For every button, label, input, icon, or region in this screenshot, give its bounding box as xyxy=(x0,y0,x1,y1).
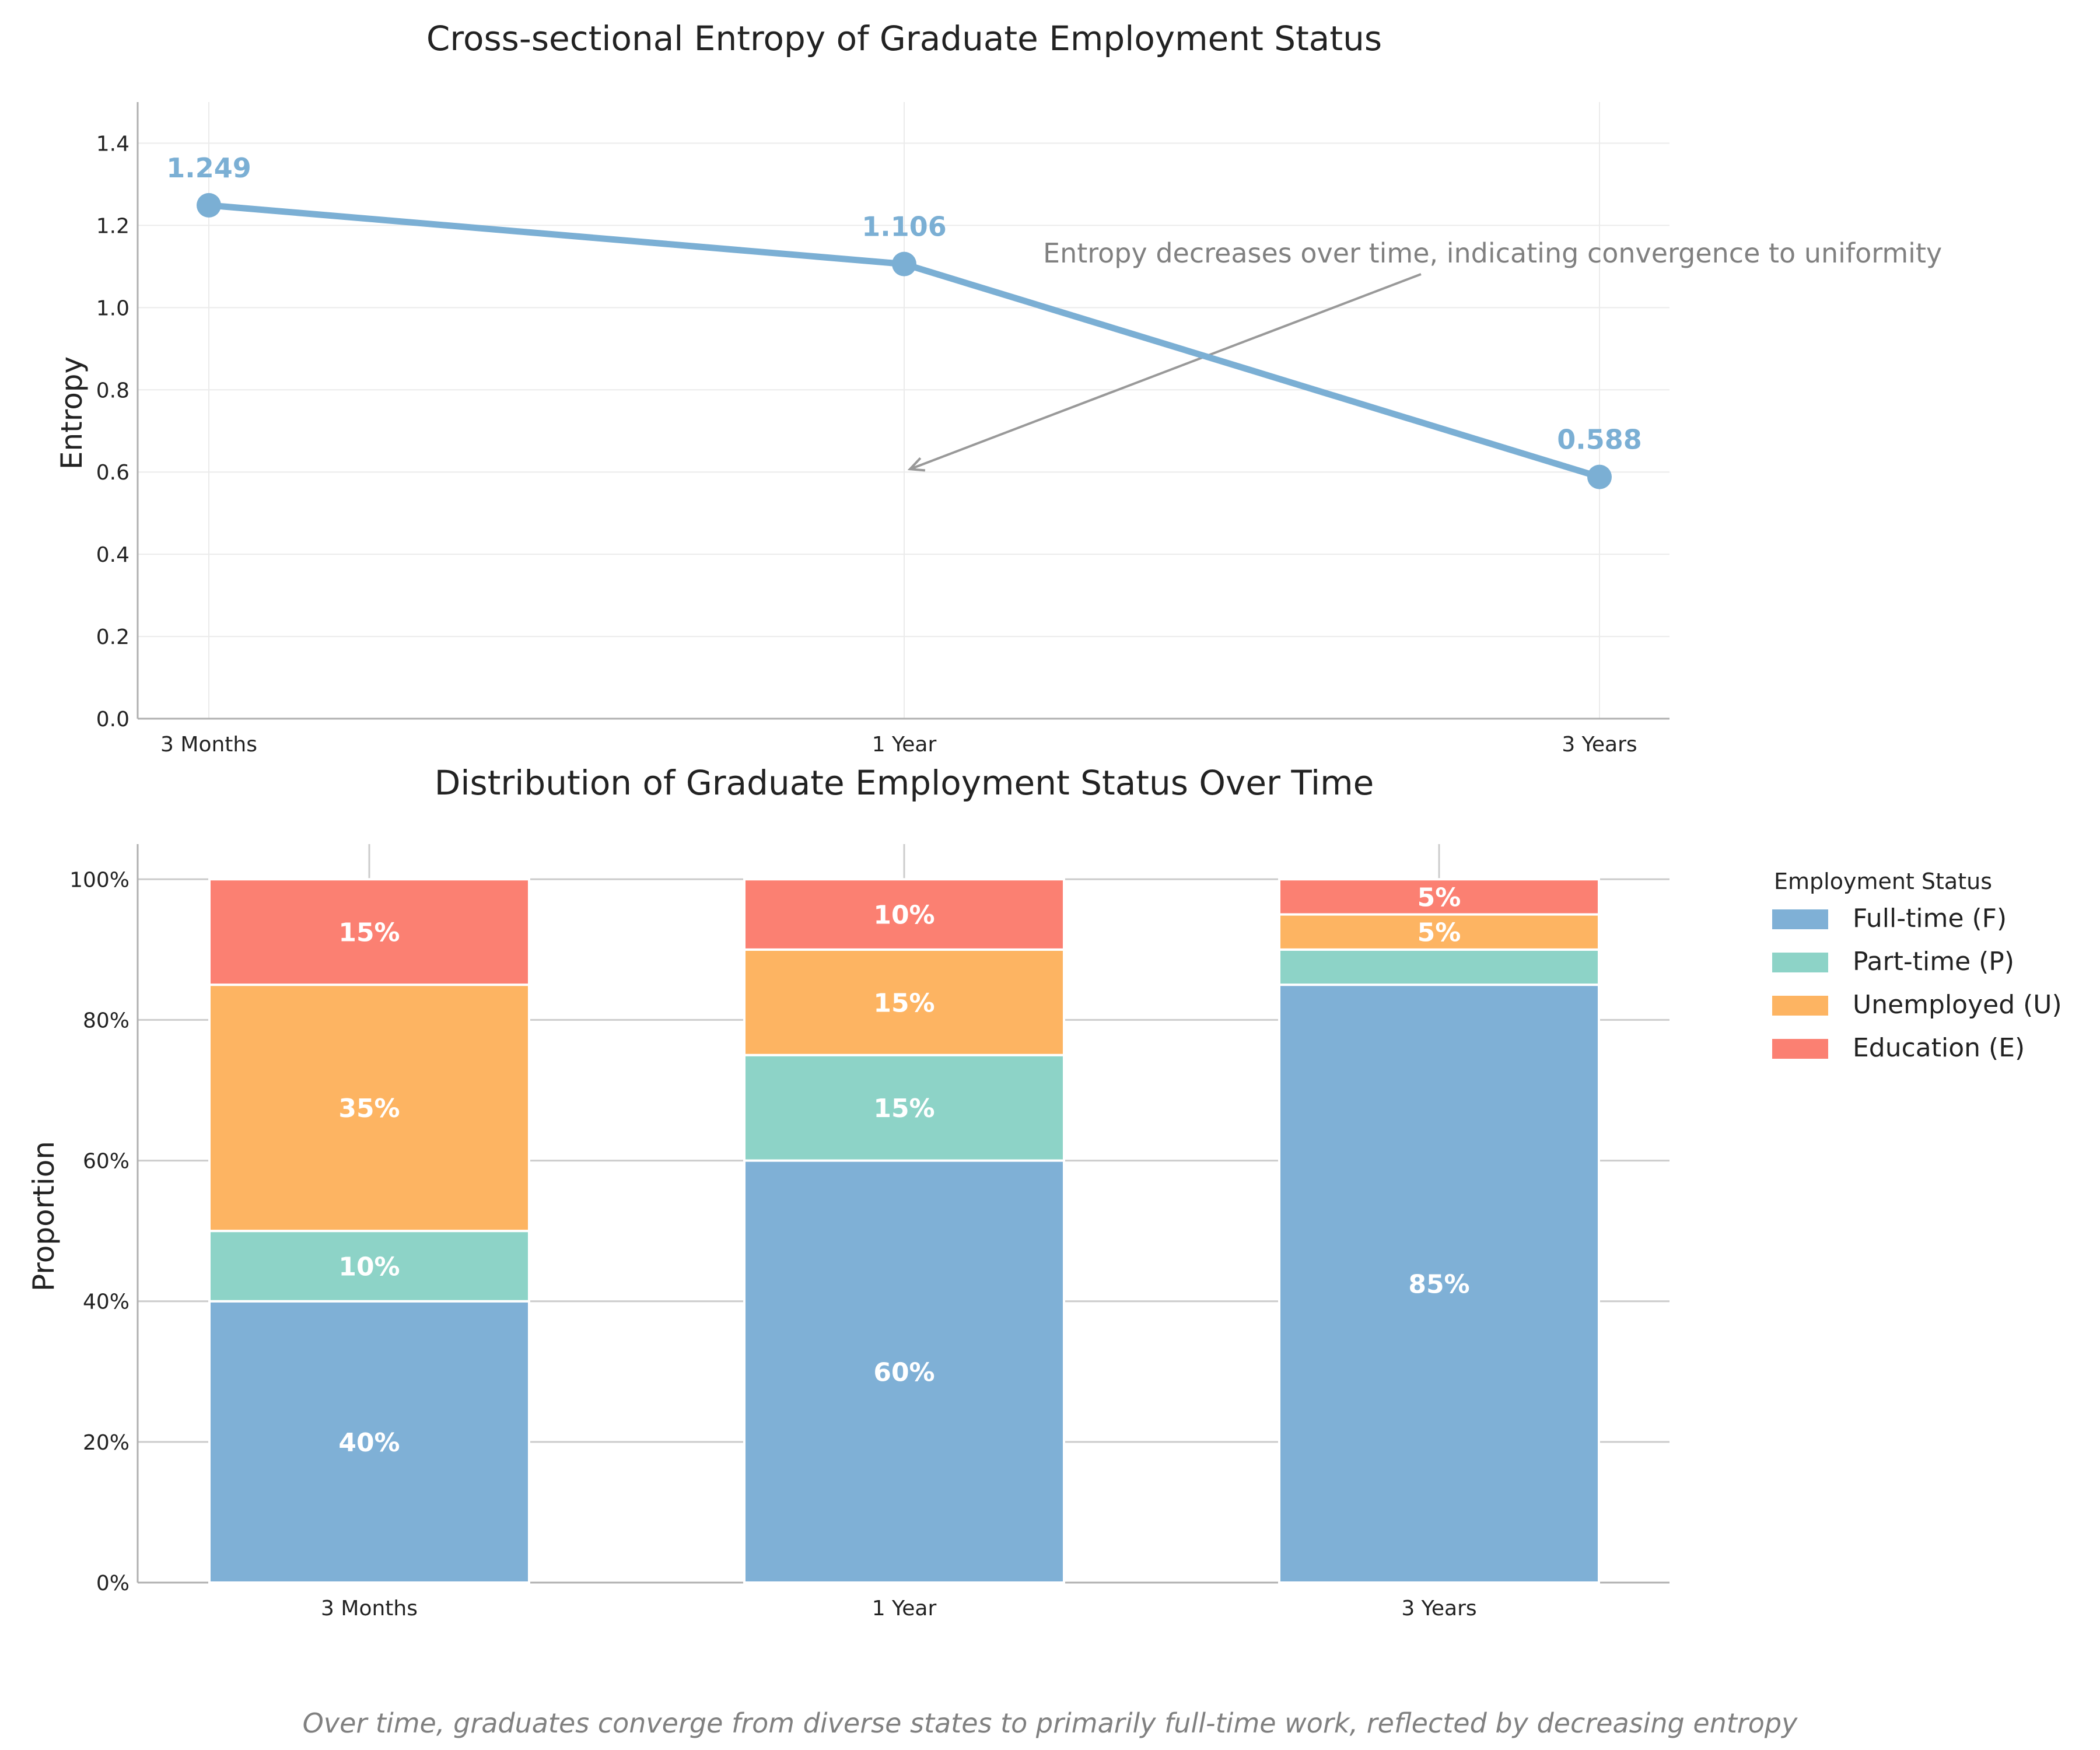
distribution-y-tick-label: 0% xyxy=(96,1572,130,1595)
bar-segment xyxy=(743,1159,1065,1584)
entropy-x-tick-label: 1 Year xyxy=(872,733,937,757)
entropy-line-chart: Cross-sectional Entropy of Graduate Empl… xyxy=(55,19,1942,757)
bar-segment-label: 10% xyxy=(338,1252,400,1282)
bar-segment-label: 10% xyxy=(873,901,935,930)
legend-label: Part-time (P) xyxy=(1853,947,2014,977)
distribution-y-tick-label: 40% xyxy=(83,1290,130,1314)
entropy-x-ticks: 3 Months 1 Year 3 Years xyxy=(160,733,1637,757)
entropy-y-tick-label: 0.2 xyxy=(96,625,130,649)
entropy-grid xyxy=(138,102,1670,719)
legend-items: Full-time (F) Part-time (P) Unemployed (U)… xyxy=(1772,904,2062,1063)
bar-segment-label: 15% xyxy=(338,918,400,948)
entropy-y-tick-label: 0.6 xyxy=(96,461,130,485)
legend-swatch xyxy=(1772,996,1828,1016)
entropy-x-tick-label: 3 Months xyxy=(160,733,257,757)
bar-segment xyxy=(1278,984,1600,1584)
distribution-y-tick-label: 100% xyxy=(69,868,130,892)
legend-title: Employment Status xyxy=(1774,869,1992,894)
entropy-chart-title: Cross-sectional Entropy of Graduate Empl… xyxy=(426,19,1382,58)
distribution-y-axis-label: Proportion xyxy=(27,1141,61,1292)
bar-segment xyxy=(1278,878,1600,916)
distribution-y-tick-label: 20% xyxy=(83,1431,130,1455)
entropy-axes xyxy=(136,102,1670,720)
legend: Employment Status Full-time (F) Part-time… xyxy=(1772,869,2062,1063)
entropy-y-tick-label: 0.0 xyxy=(96,708,130,732)
annotation-text: Entropy decreases over time, indicating … xyxy=(1043,237,1942,269)
bar-segment xyxy=(1278,913,1600,951)
legend-swatch xyxy=(1772,953,1828,972)
entropy-y-tick-label: 1.2 xyxy=(96,214,130,238)
bar-segment xyxy=(208,984,530,1233)
legend-swatch xyxy=(1772,909,1828,929)
distribution-x-tick-label: 1 Year xyxy=(872,1597,937,1620)
bar-segment xyxy=(208,1300,530,1584)
legend-label: Full-time (F) xyxy=(1853,904,2007,933)
distribution-x-tick-label: 3 Years xyxy=(1401,1597,1476,1620)
entropy-y-tick-label: 1.4 xyxy=(96,132,130,156)
distribution-y-tick-label: 80% xyxy=(83,1009,130,1032)
entropy-y-ticks: 0.0 0.2 0.4 0.6 0.8 1.0 1.2 1.4 xyxy=(96,132,130,732)
entropy-annotation: Entropy decreases over time, indicating … xyxy=(907,237,1942,472)
legend-swatch xyxy=(1772,1039,1828,1059)
entropy-point xyxy=(892,251,916,276)
entropy-y-tick-label: 1.0 xyxy=(96,296,130,320)
entropy-y-axis-label: Entropy xyxy=(55,356,89,470)
entropy-value-label: 0.588 xyxy=(1557,424,1642,456)
bar-segment xyxy=(743,948,1065,1056)
bar-segment-label: 5% xyxy=(1418,918,1461,948)
entropy-point xyxy=(1587,464,1612,489)
bar-segment xyxy=(208,1230,530,1303)
bar-segment xyxy=(208,878,530,986)
bar-segment-label: 15% xyxy=(873,988,935,1018)
distribution-chart-title: Distribution of Graduate Employment Stat… xyxy=(435,763,1374,803)
bar-segment-label: 40% xyxy=(338,1428,400,1458)
entropy-point xyxy=(197,192,221,218)
entropy-value-label: 1.106 xyxy=(862,211,947,243)
entropy-x-tick-label: 3 Years xyxy=(1562,733,1637,757)
bar-segment-label: 60% xyxy=(873,1357,935,1387)
bar-segment-label: 85% xyxy=(1408,1270,1469,1300)
figure-caption: Over time, graduates converge from diver… xyxy=(303,1707,1798,1739)
entropy-series: 1.249 1.106 0.588 xyxy=(166,152,1642,489)
distribution-y-ticks: 0% 20% 40% 60% 80% 100% xyxy=(69,868,130,1595)
annotation-arrow-head xyxy=(907,457,926,472)
bar-segment-label: 15% xyxy=(873,1094,935,1124)
distribution-bars: 40% 10% 35% 15% 60% 15% 15% 10% 85% 5% 5% xyxy=(208,878,1600,1584)
bar-segment-label: 5% xyxy=(1418,883,1461,912)
entropy-value-label: 1.249 xyxy=(166,152,251,184)
bar-segment xyxy=(1278,948,1600,986)
bar-segment-label: 35% xyxy=(338,1094,400,1124)
distribution-x-ticks: 3 Months 1 Year 3 Years xyxy=(321,1597,1477,1620)
entropy-y-tick-label: 0.4 xyxy=(96,543,130,567)
legend-label: Education (E) xyxy=(1853,1033,2025,1063)
distribution-x-tick-label: 3 Months xyxy=(321,1597,418,1620)
legend-label: Unemployed (U) xyxy=(1853,990,2062,1020)
annotation-arrow xyxy=(909,273,1422,471)
bar-segment xyxy=(743,878,1065,951)
distribution-stacked-bar-chart: Distribution of Graduate Employment Stat… xyxy=(27,763,2062,1620)
distribution-y-tick-label: 60% xyxy=(83,1150,130,1174)
entropy-y-tick-label: 0.8 xyxy=(96,379,130,402)
